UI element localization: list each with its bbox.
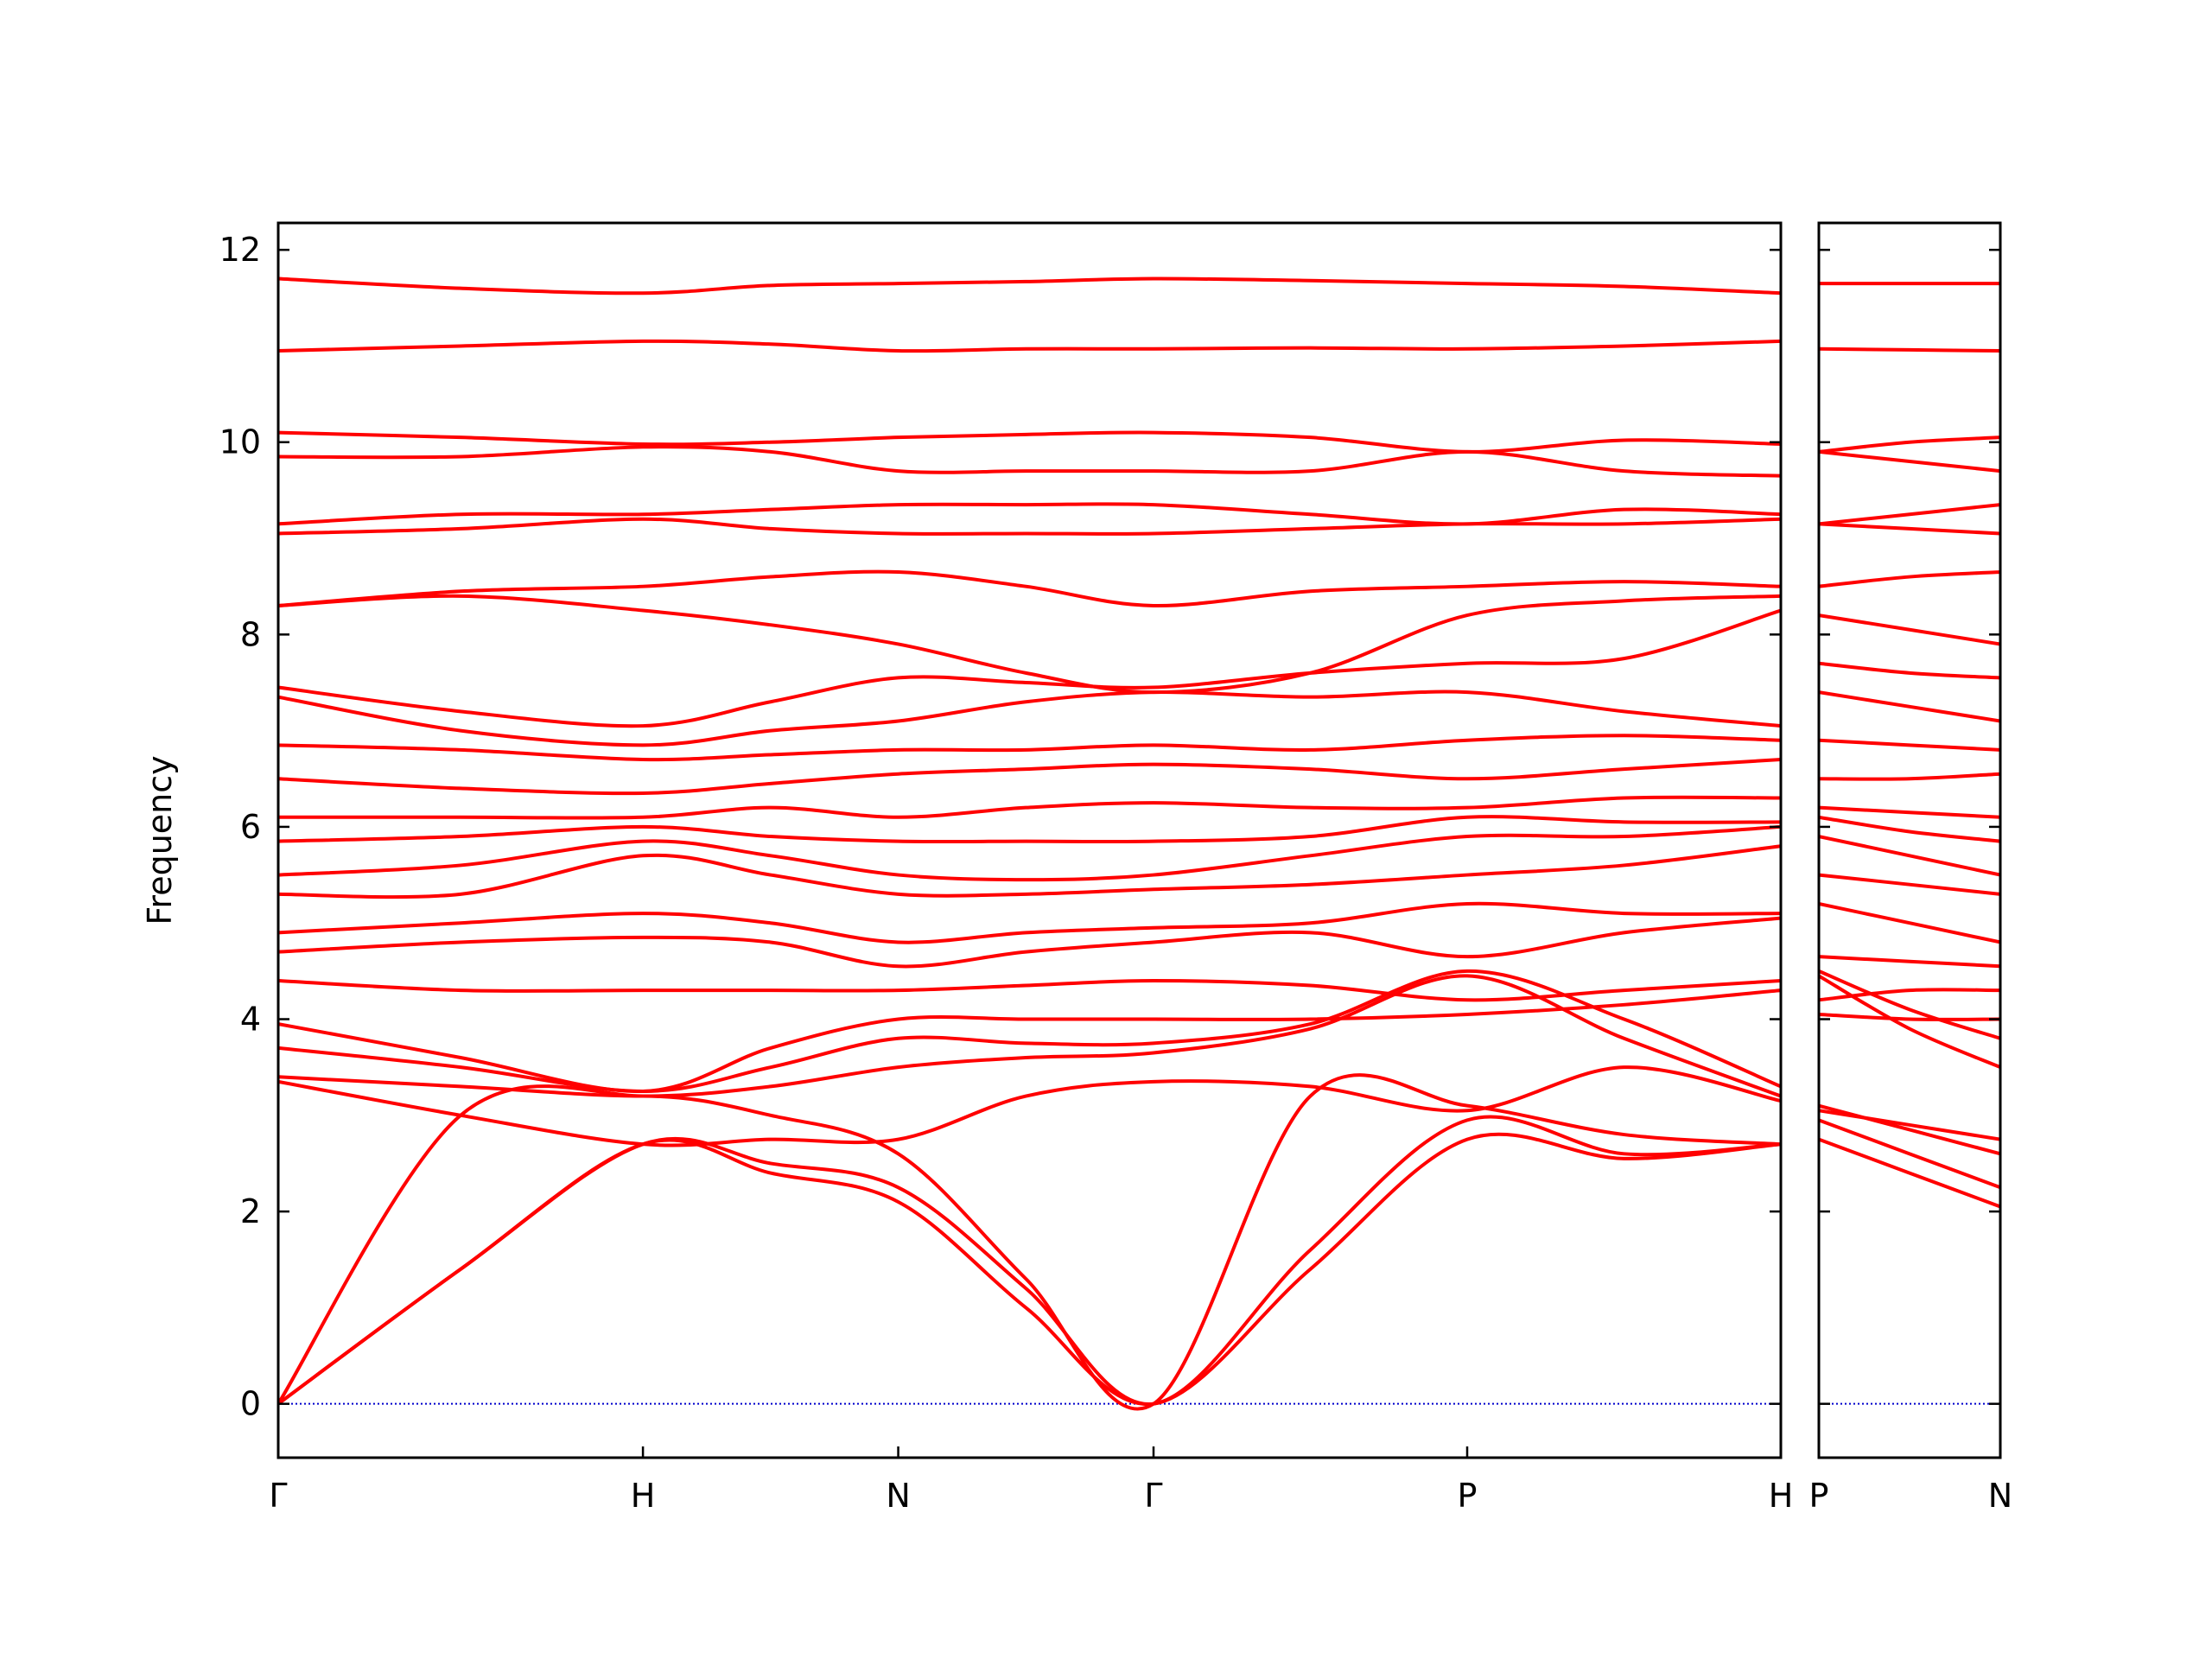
band-line [1819,955,2000,969]
x-tick-label: H [631,1477,656,1515]
band-line [1819,772,2000,781]
band-line [1819,449,2000,474]
band-line [278,1065,1781,1147]
band-line [278,916,1781,969]
band-line [1819,1137,2000,1209]
band-line [1819,435,2000,454]
band-line [278,502,1781,526]
band-line [278,339,1781,353]
band-line [278,901,1781,944]
axes-frame [276,221,1783,1459]
y-tick-label: 10 [219,423,261,461]
band-line [278,844,1781,899]
band-line [278,1073,1781,1411]
band-line [278,569,1781,607]
x-tick-label: P [1809,1477,1829,1515]
y-tick-label: 2 [240,1192,261,1230]
band-line [1819,805,2000,819]
x-tick-label: Γ [1144,1477,1162,1515]
x-tick-label: N [1988,1477,2012,1515]
panel: 0 2 4 6 8 10 12 Γ H N Γ P H Frequency [141,221,1794,1515]
band-line [278,517,1781,536]
band-line [278,1115,1781,1406]
band-line [278,824,1781,882]
y-tick-label: 6 [240,808,261,846]
y-tick-label: 0 [240,1385,261,1423]
band-line [278,734,1781,762]
band-line [278,978,1781,1002]
band-line [1819,988,2000,1002]
band-line [278,445,1781,478]
band-line [278,430,1781,454]
band-line [278,276,1781,296]
band-line [1819,969,2000,1040]
x-tick-label: Γ [269,1477,287,1515]
band-line [1819,569,2000,588]
x-tick-label: N [886,1477,910,1515]
band-line [1819,503,2000,526]
band-line [278,969,1781,1093]
band-line [1819,613,2000,646]
band-line [1819,690,2000,723]
band-line [1819,873,2000,896]
band-line [1819,1109,2000,1141]
band-line [1819,522,2000,536]
band-line [278,594,1781,695]
x-tick-label: P [1458,1477,1478,1515]
band-line [1819,1118,2000,1190]
y-axis-label: Frequency [141,755,179,925]
band-line [278,988,1781,1093]
band-line [278,815,1781,844]
band-line [278,1132,1781,1407]
band-line [1819,738,2000,752]
band-line [1819,974,2000,1069]
band-line [278,974,1781,1098]
band-line [1819,661,2000,680]
band-line [1819,346,2000,353]
band-line [278,758,1781,796]
band-line [1819,835,2000,877]
band-line [278,608,1781,728]
band-line [1819,1103,2000,1156]
x-tick-label: H [1769,1477,1794,1515]
y-tick-label: 4 [240,1001,261,1039]
y-tick-label: 12 [219,231,261,269]
axes-frame [1817,221,2002,1459]
y-tick-label: 8 [240,615,261,653]
band-line [278,795,1781,820]
band-line [278,690,1781,747]
band-line [1819,901,2000,944]
band-line [1819,1012,2000,1021]
band-line [1819,815,2000,843]
